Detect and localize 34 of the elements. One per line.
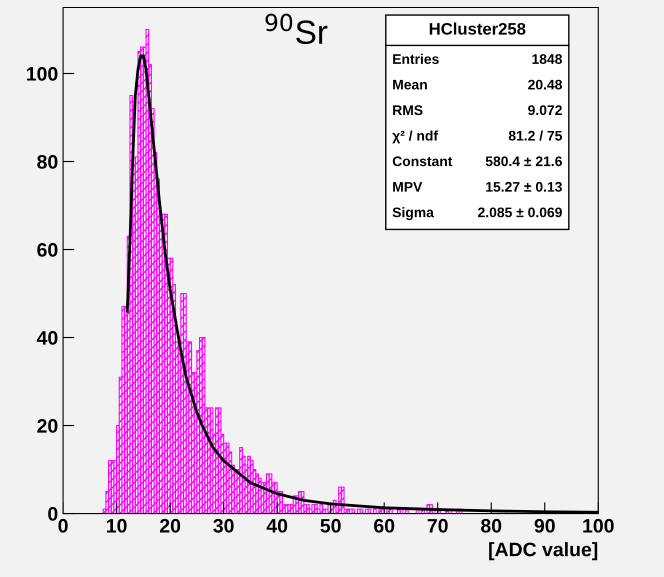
annotation: Sigma	[392, 207, 434, 220]
x-tick-label: 60	[374, 518, 394, 533]
annotation: 9.072	[528, 105, 562, 116]
annotation: Constant	[392, 156, 452, 166]
annotation: 20.48	[528, 80, 562, 90]
annotation: 580.4 ± 21.6	[486, 156, 562, 166]
y-tick-label: 80	[37, 154, 58, 169]
x-tick-label: 40	[266, 518, 288, 533]
y-tick-label: 100	[27, 66, 58, 81]
annotation: $^{90}$Sr	[266, 14, 328, 44]
y-tick-label: 40	[36, 330, 58, 345]
y-tick-label: 20	[37, 418, 58, 433]
x-tick-label: 90	[534, 518, 555, 533]
x-tick-label: 10	[107, 518, 127, 533]
annotation: 15.27 ± 0.13	[486, 182, 562, 192]
annotation: HCluster258	[430, 22, 526, 35]
x-tick-label: 80	[481, 518, 502, 533]
annotation: 2.085 ± 0.069	[478, 207, 562, 218]
x-axis-title: [ADC value]	[489, 542, 598, 560]
y-tick-label: 60	[37, 242, 58, 257]
annotation: Entries	[393, 54, 439, 64]
annotation: 81.2 / 75	[508, 130, 562, 141]
annotation: 1848	[532, 54, 562, 64]
x-tick-label: 30	[213, 518, 234, 533]
x-tick-label: 20	[160, 518, 180, 533]
x-tick-label: 70	[428, 518, 448, 533]
annotation: χ² / ndf	[392, 130, 438, 144]
x-tick-label: 50	[320, 518, 341, 533]
x-tick-label: 0	[58, 518, 68, 533]
x-tick-label: 100	[583, 518, 614, 533]
annotation: Mean	[393, 80, 427, 90]
annotation: MPV	[393, 182, 422, 192]
annotation: RMS	[393, 105, 423, 116]
y-tick-label: 0	[48, 507, 58, 521]
